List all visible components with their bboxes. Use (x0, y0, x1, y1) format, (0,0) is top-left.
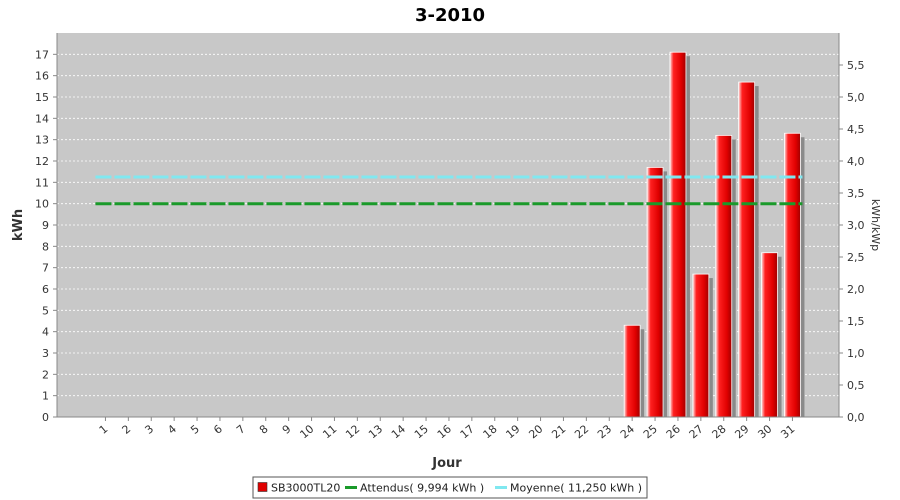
y2-tick-label: 2,5 (847, 251, 865, 264)
y2-tick-label: 2,0 (847, 283, 865, 296)
x-tick-label: 6 (211, 422, 225, 436)
legend-box (252, 476, 648, 499)
x-tick-label: 7 (234, 422, 248, 436)
y2-axis-title: kWh/kWp (869, 199, 882, 251)
legend-label-attendus: Attendus( 9,994 kWh ) (360, 482, 484, 495)
reference-lines (95, 175, 803, 206)
x-tick-label: 18 (481, 422, 500, 441)
x-tick-label: 16 (435, 422, 454, 441)
y2-tick-label: 4,0 (847, 155, 865, 168)
x-tick-label: 11 (320, 422, 339, 441)
bar (623, 324, 641, 418)
x-tick-label: 23 (595, 422, 614, 441)
x-tick-label: 4 (165, 422, 179, 436)
x-tick-label: 2 (120, 422, 134, 436)
y-tick-label: 4 (42, 326, 49, 339)
x-tick-label: 10 (297, 422, 316, 441)
x-tick-label: 8 (257, 422, 271, 436)
legend-swatch-sb3000tl20 (257, 482, 268, 492)
legend: SB3000TL20 Attendus( 9,994 kWh ) Moyenne( … (252, 476, 648, 499)
x-tick-label: 26 (664, 422, 683, 441)
y2-tick-label: 3,0 (847, 219, 865, 232)
y-tick-label: 16 (35, 70, 49, 83)
bar (761, 252, 778, 418)
x-tick-label: 1 (97, 422, 111, 436)
y-tick-label: 1 (42, 390, 49, 403)
y2-tick-label: 5,5 (847, 59, 865, 72)
y-tick-label: 17 (35, 48, 49, 61)
y-tick-label: 8 (42, 240, 49, 253)
y-tick-label: 2 (42, 368, 49, 381)
x-tick-label: 22 (572, 422, 591, 441)
y2-tick-label: 3,5 (847, 187, 865, 200)
bar (669, 51, 687, 418)
y-tick-label: 15 (35, 91, 49, 104)
y-tick-label: 12 (35, 155, 49, 168)
x-tick-label: 17 (458, 422, 477, 441)
x-tick-label: 21 (549, 422, 568, 441)
x-tick-label: 19 (503, 422, 522, 441)
x-tick-label: 27 (687, 422, 706, 441)
x-tick-label: 12 (343, 422, 362, 441)
y-tick-label: 5 (42, 304, 49, 317)
x-tick-label: 14 (389, 422, 408, 441)
bars (97, 51, 805, 418)
y-tick-label: 7 (42, 262, 49, 275)
x-tick-label: 24 (618, 422, 637, 441)
y-tick-label: 3 (42, 347, 49, 360)
x-tick-label: 25 (641, 422, 660, 441)
y2-tick-label: 4,5 (847, 123, 865, 136)
x-tick-label: 13 (366, 422, 385, 441)
bar (692, 273, 710, 418)
y2-tick-label: 1,5 (847, 315, 865, 328)
legend-label-sb3000tl20: SB3000TL20 (271, 482, 340, 495)
y-axis-title: kWh (11, 209, 26, 241)
y-tick-label: 9 (42, 219, 49, 232)
y2-tick-label: 1,0 (847, 347, 865, 360)
y-tick-label: 10 (35, 198, 49, 211)
bar (738, 81, 756, 418)
x-tick-label: 9 (280, 422, 294, 436)
y-tick-label: 0 (42, 411, 49, 424)
x-tick-label: 28 (710, 422, 729, 441)
x-tick-label: 29 (732, 422, 751, 441)
y-tick-label: 11 (35, 176, 49, 189)
y-tick-label: 13 (35, 134, 49, 147)
y2-tick-label: 0,5 (847, 379, 865, 392)
x-tick-label: 30 (755, 422, 774, 441)
y2-tick-label: 0,0 (847, 411, 865, 424)
y2-tick-label: 5,0 (847, 91, 865, 104)
legend-label-moyenne: Moyenne( 11,250 kWh ) (510, 482, 642, 495)
x-tick-label: 20 (526, 422, 545, 441)
y-tick-label: 6 (42, 283, 49, 296)
x-tick-label: 31 (778, 422, 797, 441)
x-axis-title: Jour (431, 456, 462, 471)
x-tick-label: 5 (188, 422, 202, 436)
x-tick-label: 15 (412, 422, 431, 441)
chart-title: 3-2010 (415, 5, 485, 26)
y-tick-label: 14 (35, 112, 49, 125)
x-tick-label: 3 (142, 422, 156, 436)
